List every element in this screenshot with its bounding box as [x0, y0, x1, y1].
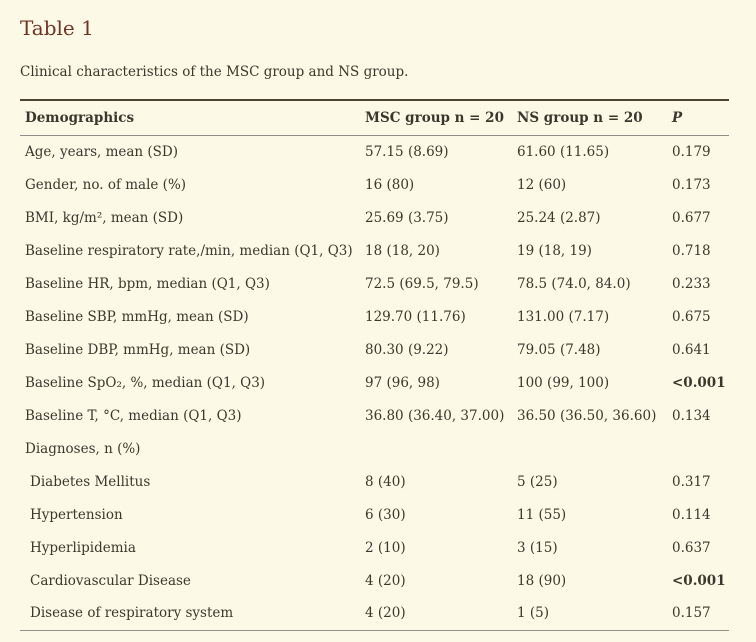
cell-ns-value: 19 (18, 19): [517, 242, 592, 259]
clinical-characteristics-table: Demographics MSC group n = 20 NS group n…: [20, 99, 729, 631]
cell-label: Baseline HR, bpm, median (Q1, Q3): [25, 275, 270, 292]
cell-p-value: 0.637: [672, 539, 711, 556]
cell-msc-value: [365, 432, 517, 465]
cell-msc-value: 36.80 (36.40, 37.00): [365, 407, 505, 424]
table-row: Baseline SpO₂, %, median (Q1, Q3) 97 (96…: [20, 366, 729, 399]
table-title: Table 1: [20, 16, 94, 40]
cell-p-value: 0.233: [672, 275, 711, 292]
cell-p-value: 0.675: [672, 308, 711, 325]
cell-ns-value: 79.05 (7.48): [517, 341, 601, 358]
cell-p-value: 0.173: [672, 176, 711, 193]
cell-ns-value: 18 (90): [517, 572, 567, 589]
cell-ns-value: 5 (25): [517, 473, 558, 490]
cell-label: Baseline T, °C, median (Q1, Q3): [25, 407, 242, 424]
cell-ns-value: 100 (99, 100): [517, 374, 610, 391]
cell-label: Cardiovascular Disease: [30, 572, 191, 589]
cell-msc-value: 6 (30): [365, 506, 406, 523]
cell-label: Baseline SBP, mmHg, mean (SD): [25, 308, 249, 325]
table-row: Diabetes Mellitus 8 (40) 5 (25) 0.317: [20, 465, 729, 498]
table-row: Hyperlipidemia 2 (10) 3 (15) 0.637: [20, 531, 729, 564]
cell-msc-value: 97 (96, 98): [365, 374, 440, 391]
table-row: Baseline respiratory rate,/min, median (…: [20, 234, 729, 267]
table-row: Disease of respiratory system 4 (20) 1 (…: [20, 597, 729, 630]
cell-label: Diagnoses, n (%): [25, 440, 141, 457]
cell-p-value: 0.641: [672, 341, 711, 358]
cell-label: BMI, kg/m², mean (SD): [25, 209, 184, 226]
cell-msc-value: 72.5 (69.5, 79.5): [365, 275, 479, 292]
cell-p-value: 0.179: [672, 143, 711, 160]
cell-label: Baseline respiratory rate,/min, median (…: [25, 242, 353, 259]
header-p-value: P: [672, 100, 729, 136]
table-row: BMI, kg/m², mean (SD) 25.69 (3.75) 25.24…: [20, 201, 729, 234]
header-row: Demographics MSC group n = 20 NS group n…: [20, 100, 729, 136]
cell-p-value: <0.001: [672, 374, 726, 391]
cell-ns-value: 131.00 (7.17): [517, 308, 610, 325]
cell-ns-value: 25.24 (2.87): [517, 209, 601, 226]
cell-msc-value: 2 (10): [365, 539, 406, 556]
cell-msc-value: 80.30 (9.22): [365, 341, 449, 358]
cell-msc-value: 16 (80): [365, 176, 415, 193]
cell-label: Gender, no. of male (%): [25, 176, 187, 193]
cell-ns-value: 11 (55): [517, 506, 567, 523]
cell-ns-value: 3 (15): [517, 539, 558, 556]
table-body: Age, years, mean (SD) 57.15 (8.69) 61.60…: [20, 135, 729, 630]
table-row: Cardiovascular Disease 4 (20) 18 (90) <0…: [20, 564, 729, 597]
cell-msc-value: 4 (20): [365, 572, 406, 589]
cell-label: Hyperlipidemia: [30, 539, 136, 556]
header-demographics: Demographics: [20, 100, 365, 136]
cell-ns-value: 12 (60): [517, 176, 567, 193]
cell-ns-value: 61.60 (11.65): [517, 143, 610, 160]
cell-label: Diabetes Mellitus: [30, 473, 151, 490]
cell-msc-value: 129.70 (11.76): [365, 308, 466, 325]
header-msc-group: MSC group n = 20: [365, 100, 517, 136]
cell-label: Baseline DBP, mmHg, mean (SD): [25, 341, 251, 358]
cell-p-value: 0.157: [672, 605, 711, 622]
table-row: Baseline HR, bpm, median (Q1, Q3) 72.5 (…: [20, 267, 729, 300]
table-row: Baseline DBP, mmHg, mean (SD) 80.30 (9.2…: [20, 333, 729, 366]
cell-msc-value: 25.69 (3.75): [365, 209, 449, 226]
table-row: Gender, no. of male (%) 16 (80) 12 (60) …: [20, 168, 729, 201]
cell-msc-value: 57.15 (8.69): [365, 143, 449, 160]
table-caption: Clinical characteristics of the MSC grou…: [20, 64, 409, 80]
table-row: Hypertension 6 (30) 11 (55) 0.114: [20, 498, 729, 531]
cell-label: Baseline SpO₂, %, median (Q1, Q3): [25, 374, 266, 391]
cell-msc-value: 4 (20): [365, 605, 406, 622]
table-row: Diagnoses, n (%): [20, 432, 729, 465]
cell-p-value: 0.677: [672, 209, 711, 226]
table-header: Demographics MSC group n = 20 NS group n…: [20, 100, 729, 136]
cell-p-value: [672, 432, 729, 465]
header-ns-group: NS group n = 20: [517, 100, 672, 136]
cell-ns-value: [517, 432, 672, 465]
cell-p-value: 0.114: [672, 506, 711, 523]
cell-label: Hypertension: [30, 506, 123, 523]
cell-ns-value: 78.5 (74.0, 84.0): [517, 275, 631, 292]
cell-msc-value: 8 (40): [365, 473, 406, 490]
cell-ns-value: 1 (5): [517, 605, 550, 622]
cell-msc-value: 18 (18, 20): [365, 242, 440, 259]
table-row: Age, years, mean (SD) 57.15 (8.69) 61.60…: [20, 135, 729, 168]
cell-ns-value: 36.50 (36.50, 36.60): [517, 407, 657, 424]
cell-p-value: 0.134: [672, 407, 711, 424]
table-row: Baseline SBP, mmHg, mean (SD) 129.70 (11…: [20, 300, 729, 333]
cell-label: Age, years, mean (SD): [25, 143, 179, 160]
cell-p-value: 0.317: [672, 473, 711, 490]
cell-p-value: <0.001: [672, 572, 726, 589]
cell-p-value: 0.718: [672, 242, 711, 259]
table-row: Baseline T, °C, median (Q1, Q3) 36.80 (3…: [20, 399, 729, 432]
cell-label: Disease of respiratory system: [30, 605, 234, 622]
